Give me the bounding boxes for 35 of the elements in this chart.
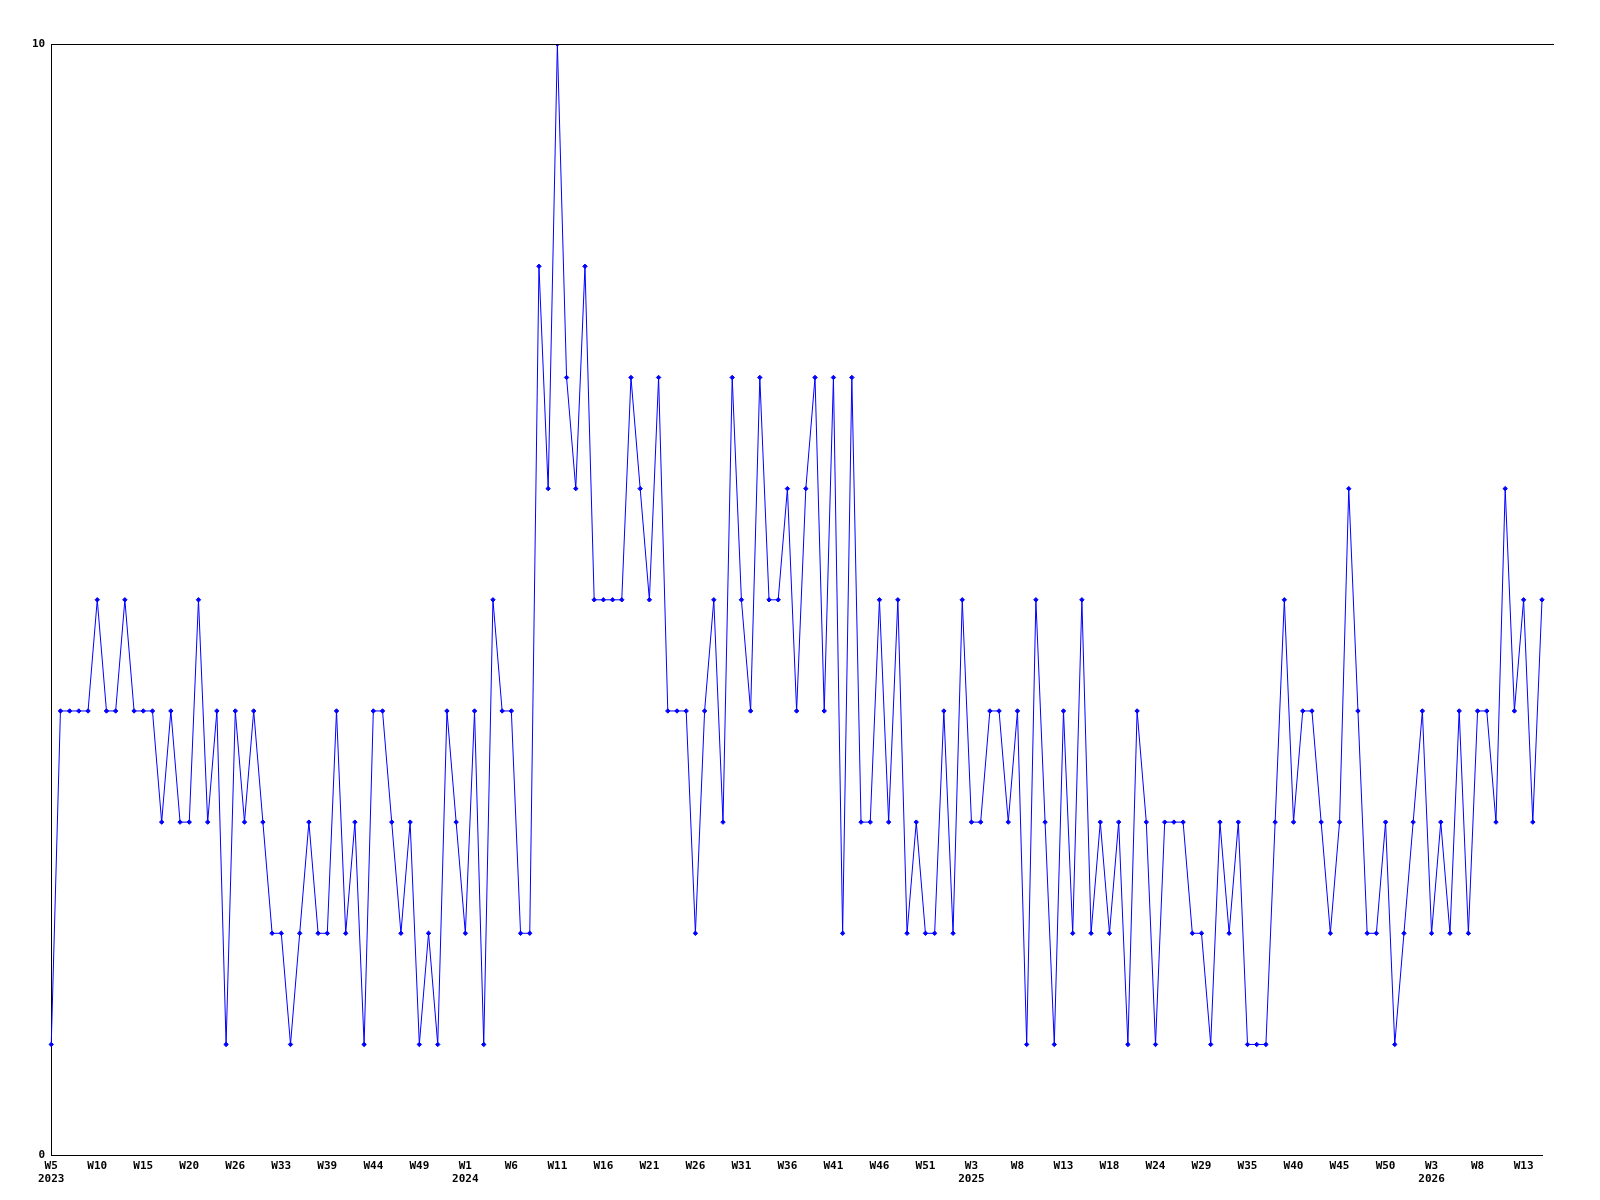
x-tick-label: W41 bbox=[823, 1159, 844, 1173]
x-tick-label: W3 2025 bbox=[958, 1159, 985, 1186]
y-tick-label: 10 bbox=[32, 36, 46, 50]
x-tick-label: W29 bbox=[1191, 1159, 1212, 1173]
x-tick-label: W10 bbox=[87, 1159, 108, 1173]
y-tick-label: 0 bbox=[38, 1148, 46, 1162]
x-tick-label: W45 bbox=[1329, 1159, 1350, 1173]
x-tick-label: W36 bbox=[777, 1159, 798, 1173]
x-tick-label: W13 bbox=[1513, 1159, 1534, 1173]
x-tick-label: W26 bbox=[685, 1159, 706, 1173]
x-tick-label: W13 bbox=[1053, 1159, 1074, 1173]
x-tick-label: W33 bbox=[271, 1159, 292, 1173]
x-tick-label: W31 bbox=[731, 1159, 752, 1173]
x-tick-label: W24 bbox=[1145, 1159, 1166, 1173]
x-tick-label: W26 bbox=[225, 1159, 246, 1173]
x-tick-label: W40 bbox=[1283, 1159, 1304, 1173]
x-tick-label: W20 bbox=[179, 1159, 200, 1173]
x-tick-label: W50 bbox=[1375, 1159, 1396, 1173]
x-tick-label: W16 bbox=[593, 1159, 614, 1173]
x-tick-label: W5 2023 bbox=[38, 1159, 65, 1186]
x-tick-label: W46 bbox=[869, 1159, 890, 1173]
x-tick-label: W1 2024 bbox=[452, 1159, 479, 1186]
x-tick-label: W39 bbox=[317, 1159, 338, 1173]
x-tick-label: W21 bbox=[639, 1159, 660, 1173]
x-tick-label: W18 bbox=[1099, 1159, 1120, 1173]
x-tick-label: W15 bbox=[133, 1159, 154, 1173]
x-tick-label: W8 bbox=[1470, 1159, 1485, 1173]
x-tick-label: W51 bbox=[915, 1159, 936, 1173]
x-tick-label: W44 bbox=[363, 1159, 384, 1173]
x-tick-label: W11 bbox=[547, 1159, 568, 1173]
x-tick-label: W49 bbox=[409, 1159, 430, 1173]
x-tick-label: W3 2026 bbox=[1418, 1159, 1446, 1186]
x-tick-label: W35 bbox=[1237, 1159, 1258, 1173]
x-tick-label: W8 bbox=[1010, 1159, 1025, 1173]
x-tick-label: W6 bbox=[504, 1159, 519, 1173]
